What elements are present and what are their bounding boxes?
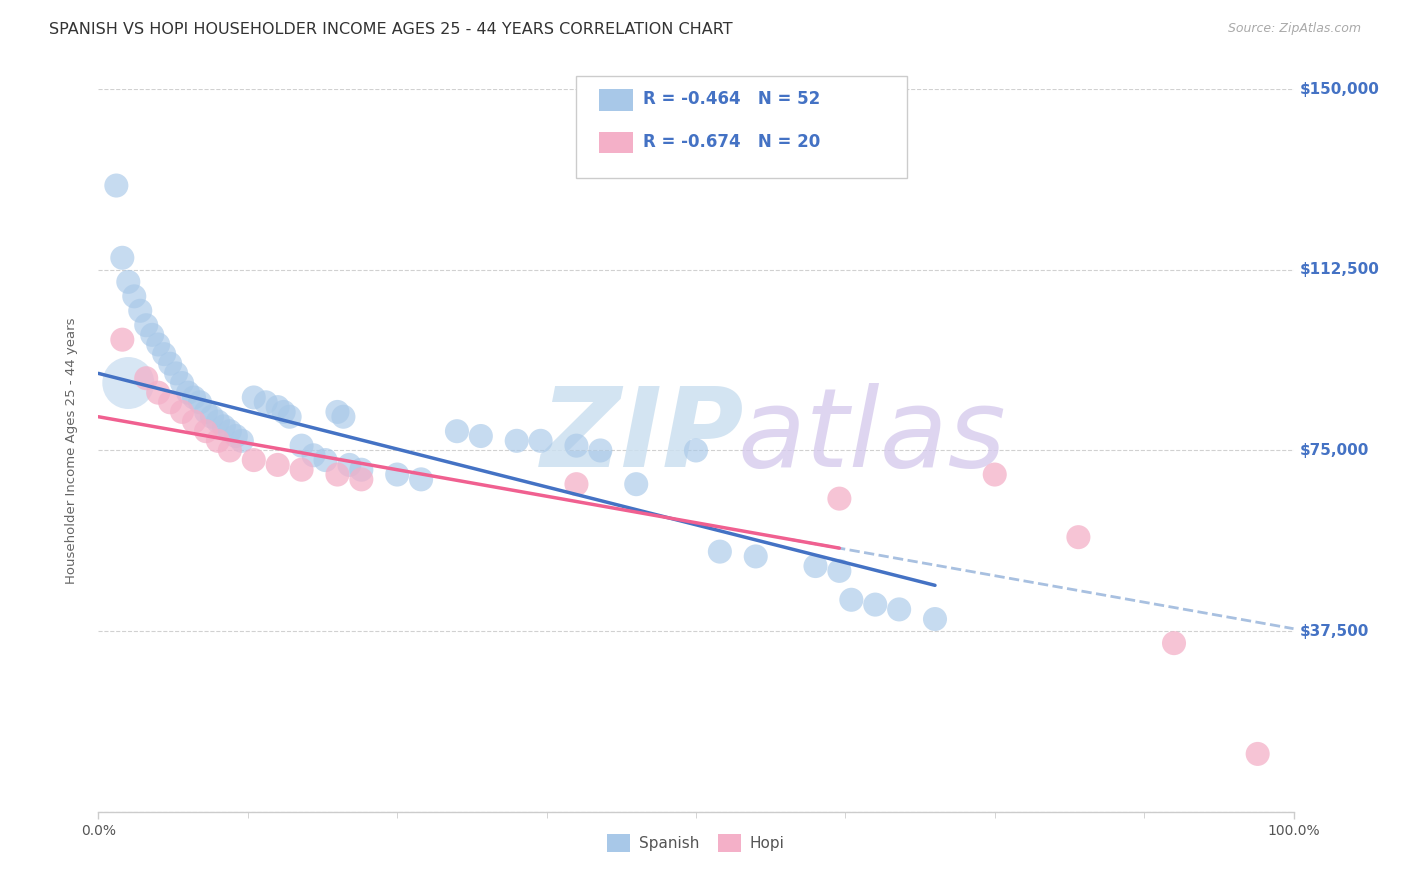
Point: [332, 409, 354, 424]
Point: [159, 357, 181, 371]
Point: [135, 318, 157, 333]
Point: [188, 395, 211, 409]
Point: [129, 303, 152, 318]
Point: [207, 415, 229, 429]
Point: [225, 429, 247, 443]
Point: [201, 409, 224, 424]
Text: $112,500: $112,500: [1299, 262, 1379, 277]
Point: [105, 178, 128, 193]
Point: [385, 467, 409, 482]
Point: [506, 434, 529, 448]
Point: [828, 491, 851, 506]
Point: [1247, 747, 1270, 761]
Point: [565, 477, 588, 491]
Point: [124, 289, 146, 303]
Text: Source: ZipAtlas.com: Source: ZipAtlas.com: [1227, 22, 1361, 36]
Point: [172, 405, 194, 419]
Text: atlas: atlas: [738, 383, 1007, 490]
Point: [278, 409, 301, 424]
Point: [111, 333, 134, 347]
Point: [219, 424, 242, 438]
Point: [589, 443, 612, 458]
Point: [446, 424, 468, 438]
Y-axis label: Householder Income Ages 25 - 44 years: Householder Income Ages 25 - 44 years: [65, 318, 77, 583]
Point: [745, 549, 768, 564]
Point: [530, 434, 553, 448]
Point: [183, 391, 205, 405]
Point: [172, 376, 194, 390]
Point: [1067, 530, 1090, 544]
Point: [565, 439, 588, 453]
Point: [804, 559, 827, 574]
Point: [141, 327, 163, 342]
Point: [212, 419, 235, 434]
Point: [273, 405, 295, 419]
Point: [177, 385, 200, 400]
Point: [153, 347, 176, 361]
Point: [159, 395, 181, 409]
Point: [685, 443, 707, 458]
Point: [243, 391, 266, 405]
Point: [889, 602, 911, 616]
Point: [709, 544, 731, 558]
Point: [207, 434, 229, 448]
Point: [219, 443, 242, 458]
Point: [183, 415, 205, 429]
Point: [828, 564, 851, 578]
Text: R = -0.674   N = 20: R = -0.674 N = 20: [643, 133, 820, 151]
Point: [267, 400, 290, 414]
Point: [135, 371, 157, 385]
Point: [339, 458, 361, 472]
Point: [117, 376, 139, 390]
Point: [195, 424, 218, 438]
Point: [148, 385, 170, 400]
Point: [148, 337, 170, 351]
Text: SPANISH VS HOPI HOUSEHOLDER INCOME AGES 25 - 44 YEARS CORRELATION CHART: SPANISH VS HOPI HOUSEHOLDER INCOME AGES …: [49, 22, 733, 37]
Text: ZIP: ZIP: [541, 383, 744, 490]
Point: [165, 367, 187, 381]
Point: [254, 395, 277, 409]
Text: $150,000: $150,000: [1299, 82, 1379, 96]
Point: [195, 405, 218, 419]
Point: [865, 598, 887, 612]
Text: $75,000: $75,000: [1299, 443, 1369, 458]
Text: R = -0.464   N = 52: R = -0.464 N = 52: [643, 90, 820, 108]
Point: [626, 477, 648, 491]
Point: [267, 458, 290, 472]
Point: [302, 448, 325, 462]
Point: [984, 467, 1007, 482]
Point: [291, 439, 314, 453]
Point: [231, 434, 253, 448]
Point: [841, 592, 863, 607]
Point: [350, 463, 373, 477]
Point: [924, 612, 946, 626]
Point: [326, 467, 349, 482]
Text: $37,500: $37,500: [1299, 624, 1369, 639]
Point: [350, 472, 373, 486]
Point: [411, 472, 433, 486]
Point: [315, 453, 337, 467]
Point: [1163, 636, 1185, 650]
Point: [326, 405, 349, 419]
Point: [291, 463, 314, 477]
Point: [470, 429, 492, 443]
Point: [243, 453, 266, 467]
Point: [111, 251, 134, 265]
Point: [117, 275, 139, 289]
Legend: Spanish, Hopi: Spanish, Hopi: [600, 828, 792, 858]
